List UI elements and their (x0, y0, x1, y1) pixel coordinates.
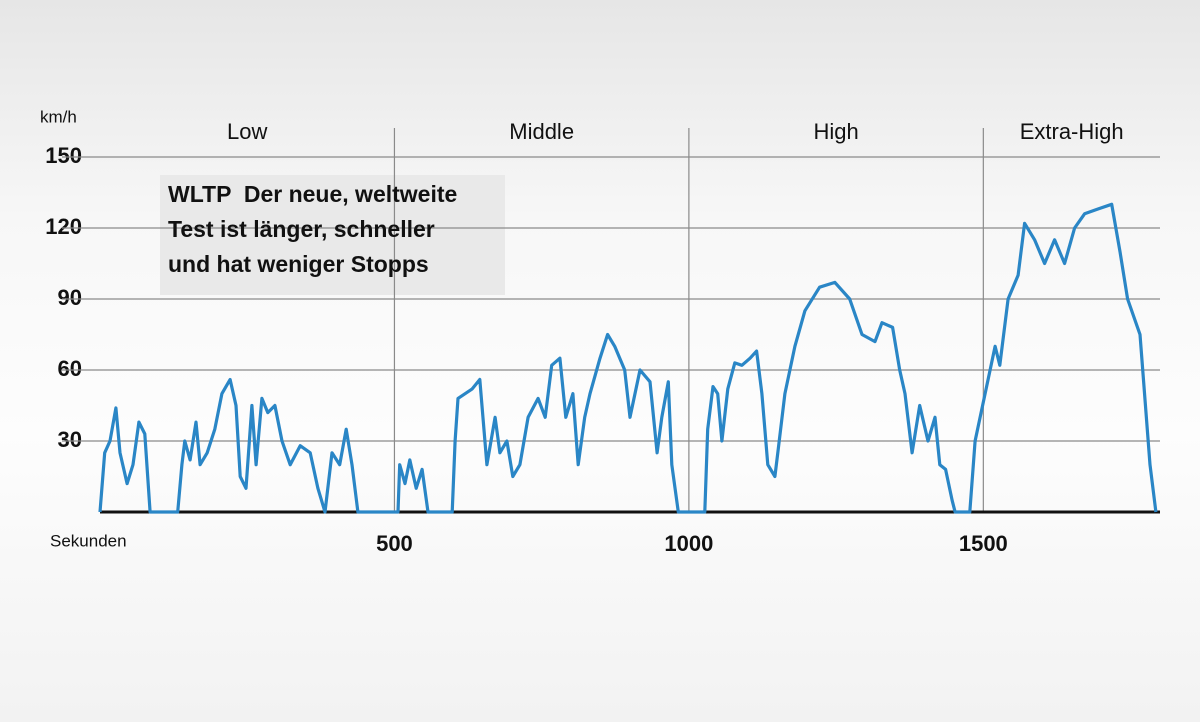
annotation: WLTP Der neue, weltweite Test ist länger… (168, 181, 464, 277)
x-axis-label: Sekunden (50, 531, 127, 550)
phase-label: Middle (509, 119, 574, 144)
y-tick-label: 90 (58, 285, 82, 310)
annotation-line: Test ist länger, schneller (168, 216, 435, 242)
y-axis-label: km/h (40, 107, 77, 126)
y-tick-label: 60 (58, 356, 82, 381)
speed-line (98, 202, 1158, 514)
phase-label: Low (227, 119, 267, 144)
phase-label: High (813, 119, 858, 144)
y-tick-label: 120 (45, 214, 82, 239)
annotation-line: und hat weniger Stopps (168, 251, 429, 277)
x-tick-label: 500 (376, 531, 413, 556)
annotation-bold: WLTP (168, 181, 231, 207)
y-tick-label: 150 (45, 143, 82, 168)
x-tick-label: 1500 (959, 531, 1008, 556)
y-tick-label: 30 (58, 427, 82, 452)
annotation-box (160, 175, 505, 295)
x-tick-label: 1000 (664, 531, 713, 556)
phase-label: Extra-High (1020, 119, 1124, 144)
annotation-line: Der neue, weltweite (244, 181, 457, 207)
